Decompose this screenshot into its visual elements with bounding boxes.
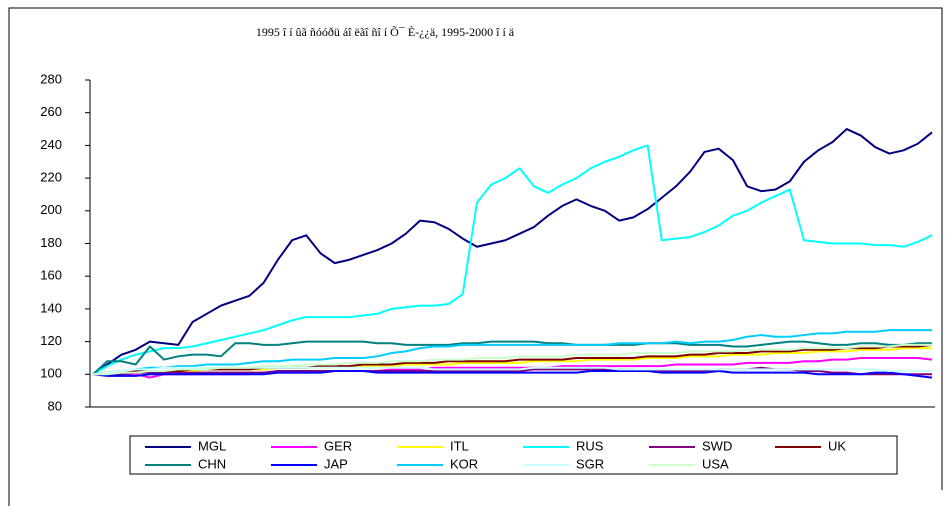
legend-label: RUS: [576, 438, 604, 453]
series-line: [92, 128, 933, 376]
y-tick-label: 280: [40, 71, 62, 86]
series-line: [92, 340, 932, 376]
frame: [8, 7, 943, 506]
legend-label: KOR: [450, 456, 478, 471]
legend-label: GER: [324, 438, 352, 453]
y-tick-label: 240: [40, 137, 62, 152]
legend-label: USA: [702, 456, 729, 471]
y-tick-label: 180: [40, 235, 62, 250]
chart-title: 1995 î í ûã ñóóðü áî ëãî ñî í Õ¯ È-¿¿ä, …: [256, 25, 515, 39]
legend-label: ITL: [450, 438, 469, 453]
series-line: [92, 343, 933, 376]
legend-label: MGL: [198, 438, 226, 453]
y-tick-label: 260: [40, 104, 62, 119]
legend-label: CHN: [198, 456, 226, 471]
y-tick-label: 160: [40, 268, 62, 283]
y-tick-label: 100: [40, 366, 62, 381]
y-tick-label: 80: [48, 398, 62, 413]
y-tick-label: 220: [40, 170, 62, 185]
series-line: [92, 329, 932, 376]
legend-label: UK: [828, 438, 846, 453]
y-tick-label: 140: [40, 300, 62, 315]
legend: [129, 435, 898, 475]
y-tick-label: 200: [40, 202, 62, 217]
legend-label: SWD: [702, 438, 732, 453]
y-tick-label: 120: [40, 333, 62, 348]
legend-label: JAP: [324, 456, 348, 471]
series-line: [92, 144, 933, 376]
legend-label: SGR: [576, 456, 604, 471]
series-line: [92, 370, 933, 379]
series-line: [93, 343, 932, 376]
